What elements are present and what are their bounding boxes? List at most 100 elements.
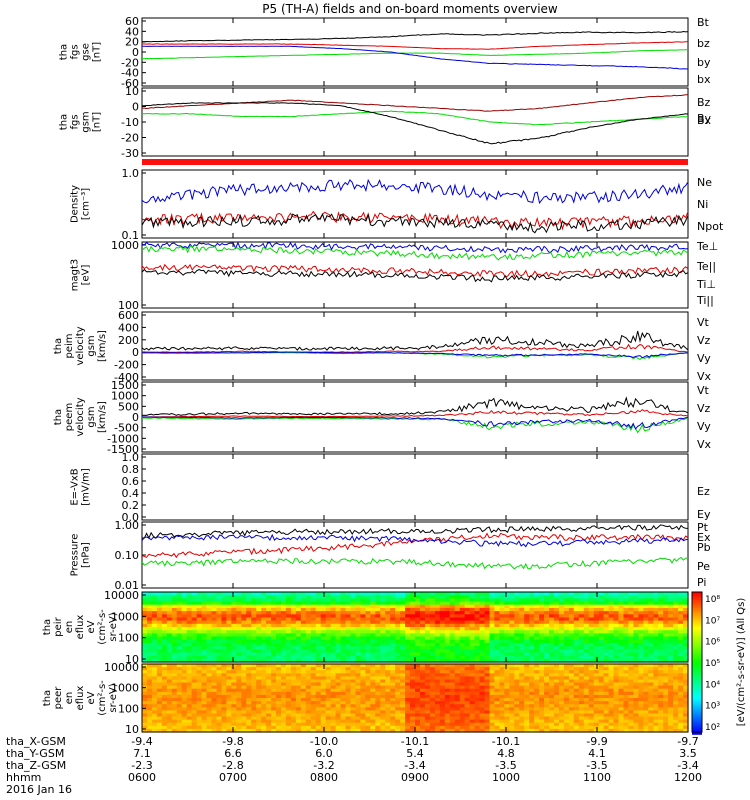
heatmap-cell — [424, 636, 431, 641]
heatmap-cell — [444, 623, 451, 628]
heatmap-cell — [385, 670, 391, 674]
heatmap-cell — [633, 704, 639, 708]
heatmap-cell — [156, 676, 163, 681]
heatmap-cell — [459, 722, 466, 727]
heatmap-cell — [648, 617, 654, 622]
heatmap-cell — [142, 713, 148, 718]
heatmap-cell — [618, 725, 625, 730]
heatmap-cell — [236, 636, 242, 641]
heatmap-cell — [489, 604, 496, 609]
heatmap-cell — [410, 630, 416, 634]
heatmap-cell — [459, 614, 466, 619]
heatmap-cell — [236, 676, 242, 681]
heatmap-cell — [161, 679, 168, 684]
heatmap-cell — [295, 716, 302, 721]
heatmap-cell — [256, 719, 262, 724]
heatmap-cell — [420, 707, 426, 711]
heatmap-cell — [310, 664, 317, 668]
heatmap-cell — [385, 707, 391, 711]
heatmap-cell — [256, 649, 262, 654]
heatmap-cell — [454, 658, 461, 663]
heatmap-cell — [246, 655, 252, 660]
heatmap-cell — [439, 652, 446, 657]
heatmap-cell — [484, 707, 491, 711]
heatmap-cell — [300, 679, 307, 684]
heatmap-cell — [142, 707, 148, 711]
heatmap-cell — [420, 601, 426, 606]
heatmap-cell — [633, 698, 639, 702]
heatmap-cell — [375, 642, 381, 647]
heatmap-cell — [449, 617, 456, 622]
heatmap-cell — [251, 604, 257, 609]
heatmap-cell — [583, 688, 590, 693]
heatmap-cell — [459, 595, 466, 599]
heatmap-cell — [499, 688, 505, 693]
heatmap-cell — [345, 658, 352, 663]
heatmap-cell — [211, 679, 218, 684]
heatmap-cell — [663, 642, 669, 647]
heatmap-cell — [509, 688, 515, 693]
heatmap-cell — [305, 722, 312, 727]
heatmap-cell — [578, 636, 585, 641]
heatmap-cell — [176, 698, 183, 702]
heatmap-cell — [211, 701, 218, 705]
heatmap-cell — [633, 614, 639, 619]
heatmap-cell — [300, 722, 307, 727]
heatmap-cell — [683, 604, 689, 609]
y-axis-label-line: gsm — [81, 111, 92, 132]
heatmap-cell — [554, 688, 560, 693]
heatmap-cell — [663, 630, 669, 634]
heatmap-cell — [529, 598, 535, 603]
heatmap-cell — [186, 633, 193, 638]
heatmap-cell — [181, 719, 188, 724]
heatmap-cell — [176, 652, 183, 657]
heatmap-cell — [563, 707, 570, 711]
heatmap-cell — [544, 713, 550, 718]
heatmap-cell — [216, 614, 223, 619]
heatmap-cell — [186, 649, 193, 654]
heatmap-cell — [484, 601, 491, 606]
heatmap-cell — [380, 704, 386, 708]
heatmap-cell — [295, 636, 302, 641]
heatmap-cell — [415, 707, 421, 711]
heatmap-cell — [345, 649, 352, 654]
heatmap-cell — [588, 655, 595, 660]
heatmap-cell — [206, 607, 213, 612]
heatmap-cell — [206, 725, 213, 730]
heatmap-cell — [544, 598, 550, 603]
heatmap-cell — [578, 728, 585, 733]
heatmap-cell — [534, 694, 540, 699]
heatmap-cell — [668, 627, 674, 631]
heatmap-cell — [380, 633, 386, 638]
heatmap-cell — [563, 614, 570, 619]
heatmap-cell — [479, 707, 486, 711]
heatmap-cell — [573, 682, 580, 687]
heatmap-cell — [549, 691, 555, 696]
heatmap-cell — [415, 701, 421, 705]
heatmap-cell — [251, 719, 257, 724]
heatmap-cell — [410, 707, 416, 711]
heatmap-cell — [276, 667, 282, 671]
heatmap-cell — [271, 716, 277, 721]
heatmap-cell — [499, 646, 505, 650]
heatmap-cell — [226, 620, 232, 625]
heatmap-cell — [598, 598, 605, 603]
heatmap-cell — [539, 698, 545, 702]
heatmap-cell — [261, 630, 267, 634]
heatmap-cell — [370, 716, 376, 721]
heatmap-cell — [201, 664, 208, 668]
heatmap-cell — [151, 630, 158, 634]
heatmap-cell — [400, 725, 406, 730]
heatmap-cell — [290, 725, 297, 730]
heatmap-cell — [176, 701, 183, 705]
heatmap-cell — [544, 719, 550, 724]
heatmap-cell — [395, 601, 401, 606]
heatmap-cell — [290, 673, 297, 677]
heatmap-cell — [380, 595, 386, 599]
heatmap-cell — [370, 658, 376, 663]
heatmap-cell — [558, 630, 565, 634]
heatmap-cell — [166, 658, 173, 663]
heatmap-cell — [489, 598, 496, 603]
heatmap-cell — [598, 601, 605, 606]
